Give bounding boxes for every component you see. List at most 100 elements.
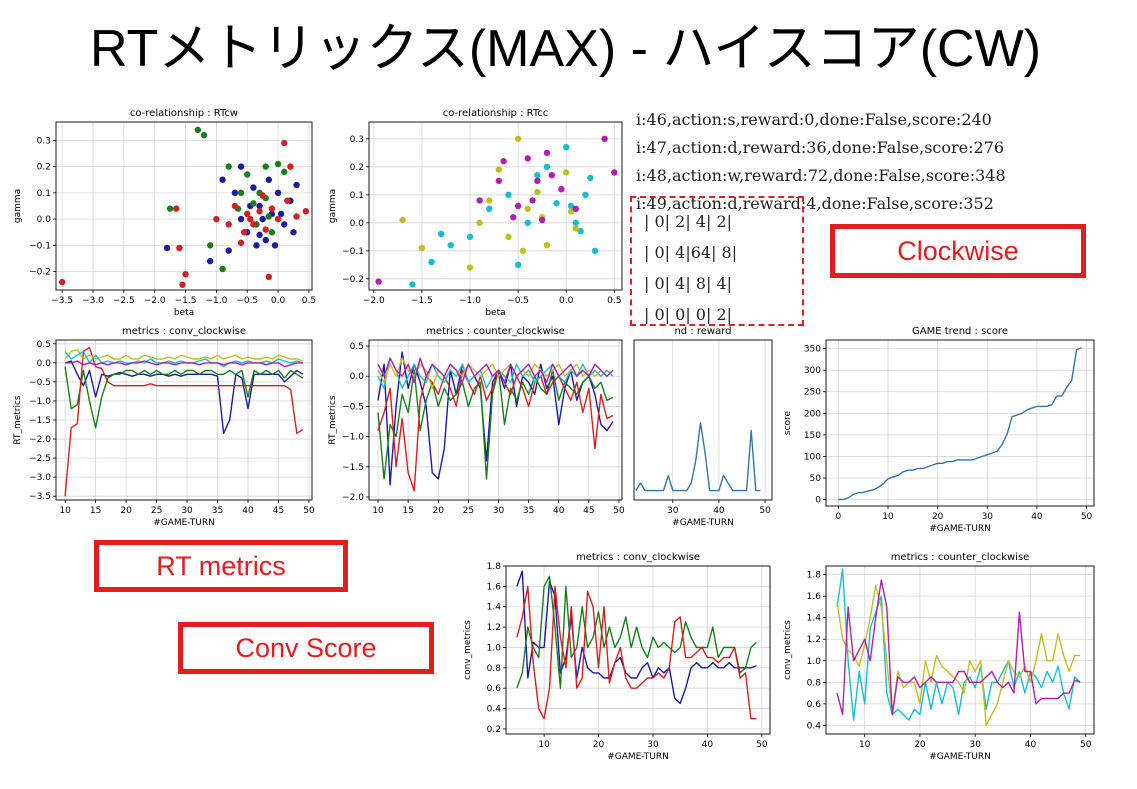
data-point	[247, 215, 254, 223]
y-tick-label: 1.8	[487, 562, 502, 572]
plot-area	[64, 346, 304, 497]
series-line-green	[64, 366, 304, 429]
x-tick-label: 35	[523, 506, 534, 514]
data-point	[274, 160, 282, 168]
x-tick-label: 40	[1031, 512, 1043, 522]
x-tick-label: 0.5	[302, 296, 316, 306]
data-point	[166, 205, 174, 212]
data-point	[225, 247, 232, 254]
data-point	[284, 197, 291, 204]
y-tick-label: 0.2	[350, 163, 364, 173]
x-tick-label: 50	[303, 506, 315, 516]
data-point	[250, 184, 257, 191]
x-tick-label: 40	[242, 506, 254, 516]
data-point	[572, 219, 580, 226]
data-point	[567, 202, 575, 210]
plot-area	[836, 568, 1081, 727]
line-conv-clockwise: 10 20 30 40 50 0.2 0.4 0.6 0.8 1.0 1.2 1.4 1.6 1.8 met…	[460, 548, 778, 774]
data-point	[543, 149, 551, 156]
grid	[369, 340, 622, 500]
series-line-tab	[838, 347, 1082, 501]
x-tick-label: 40	[713, 506, 725, 516]
data-point	[466, 264, 474, 271]
chart-svg: 10 15 20 25 30 35 40 45 50 −3.5 −3.0 −2.5 −2.0 −1.5 −1…	[13, 326, 315, 528]
x-tick-label: −2.0	[144, 296, 166, 306]
plot-area	[58, 126, 310, 288]
chart-svg: 10 15 20 25 30 35 40 45 50 −2.0 −1.5 −1.0 −0.5 0.0 0.5…	[328, 326, 625, 514]
x-tick-label: 30	[181, 506, 193, 516]
x-tick-label: −3.5	[51, 296, 73, 306]
data-point	[293, 181, 300, 189]
plot-frame	[825, 565, 1095, 735]
y-tick-label: −2.5	[29, 454, 51, 464]
chart-title: metrics : counter_clockwise	[426, 326, 565, 337]
data-point	[274, 215, 282, 223]
data-point	[262, 163, 269, 170]
data-point	[237, 215, 245, 223]
x-tick-label: 20	[433, 506, 445, 514]
chart-svg: 10 20 30 40 50 0.2 0.4 0.6 0.8 1.0 1.2 1.4 1.6 1.8 met…	[463, 552, 771, 762]
series-line-green	[516, 575, 757, 689]
data-point	[399, 216, 406, 224]
y-tick-label: −1.0	[29, 397, 51, 407]
x-tick-label: 40	[702, 740, 714, 750]
y-tick-label: 0	[815, 496, 821, 506]
series-line-tab	[635, 422, 761, 492]
x-tick-label: 15	[402, 506, 413, 514]
data-point	[265, 273, 273, 281]
y-tick-label: 0.0	[37, 215, 52, 225]
axes: 0 10 20 30 40 50 0 50 100 150 200 250 300 350 GAME tre…	[783, 326, 1095, 534]
x-tick-label: 10	[59, 506, 71, 516]
data-point	[225, 221, 232, 228]
y-tick-label: −0.1	[342, 247, 364, 257]
y-tick-label: 0.5	[37, 340, 51, 350]
console-line: i:48,action:w,reward:72,done:False,score…	[636, 166, 1006, 185]
chart-title: GAME trend : score	[912, 326, 1008, 337]
x-tick-label: −0.5	[236, 296, 258, 306]
data-point	[237, 189, 245, 197]
y-tick-label: 0.2	[37, 163, 51, 173]
data-point	[524, 205, 531, 212]
y-tick-label: 0.4	[487, 705, 502, 715]
conv-score-label: Conv Score	[178, 622, 434, 674]
data-point	[250, 221, 257, 228]
data-point	[256, 208, 263, 215]
x-tick-label: −3.0	[82, 296, 104, 306]
x-tick-label: 50	[613, 506, 625, 514]
data-point	[259, 215, 266, 223]
x-tick-label: 0.0	[559, 296, 574, 306]
y-tick-label: −1.5	[342, 463, 364, 473]
x-tick-label: 30	[982, 512, 994, 522]
scatter-rtcw: −3.5 −3.0 −2.5 −2.0 −1.5 −1.0 −0.5 0.0 0.5 −0.2 −0…	[10, 104, 320, 320]
data-point	[500, 158, 507, 165]
data-point	[213, 215, 220, 223]
data-point	[558, 186, 565, 193]
data-point	[476, 197, 483, 204]
data-point	[563, 169, 570, 176]
data-point	[495, 166, 503, 173]
grid	[56, 340, 312, 500]
x-tick-label: 10	[372, 506, 384, 514]
y-axis-label: gamma	[13, 189, 23, 223]
x-tick-label: 0	[836, 512, 842, 522]
data-point	[591, 247, 599, 254]
grid	[672, 340, 766, 500]
grid	[826, 566, 1094, 734]
data-point	[529, 197, 536, 204]
data-point	[534, 177, 541, 184]
plot-area	[375, 135, 618, 288]
x-tick-label: −1.0	[205, 296, 227, 306]
data-point	[577, 228, 584, 235]
data-point	[514, 135, 522, 142]
y-tick-label: −1.5	[29, 416, 51, 426]
y-tick-label: −1.0	[342, 433, 364, 443]
x-tick-label: −2.0	[363, 296, 385, 306]
data-point	[524, 155, 531, 162]
data-point	[207, 242, 214, 249]
data-point	[476, 219, 483, 226]
x-tick-label: 0.5	[607, 296, 621, 306]
data-point	[256, 202, 263, 210]
data-point	[219, 265, 226, 273]
y-tick-label: 0.3	[350, 135, 364, 145]
data-point	[268, 229, 276, 236]
